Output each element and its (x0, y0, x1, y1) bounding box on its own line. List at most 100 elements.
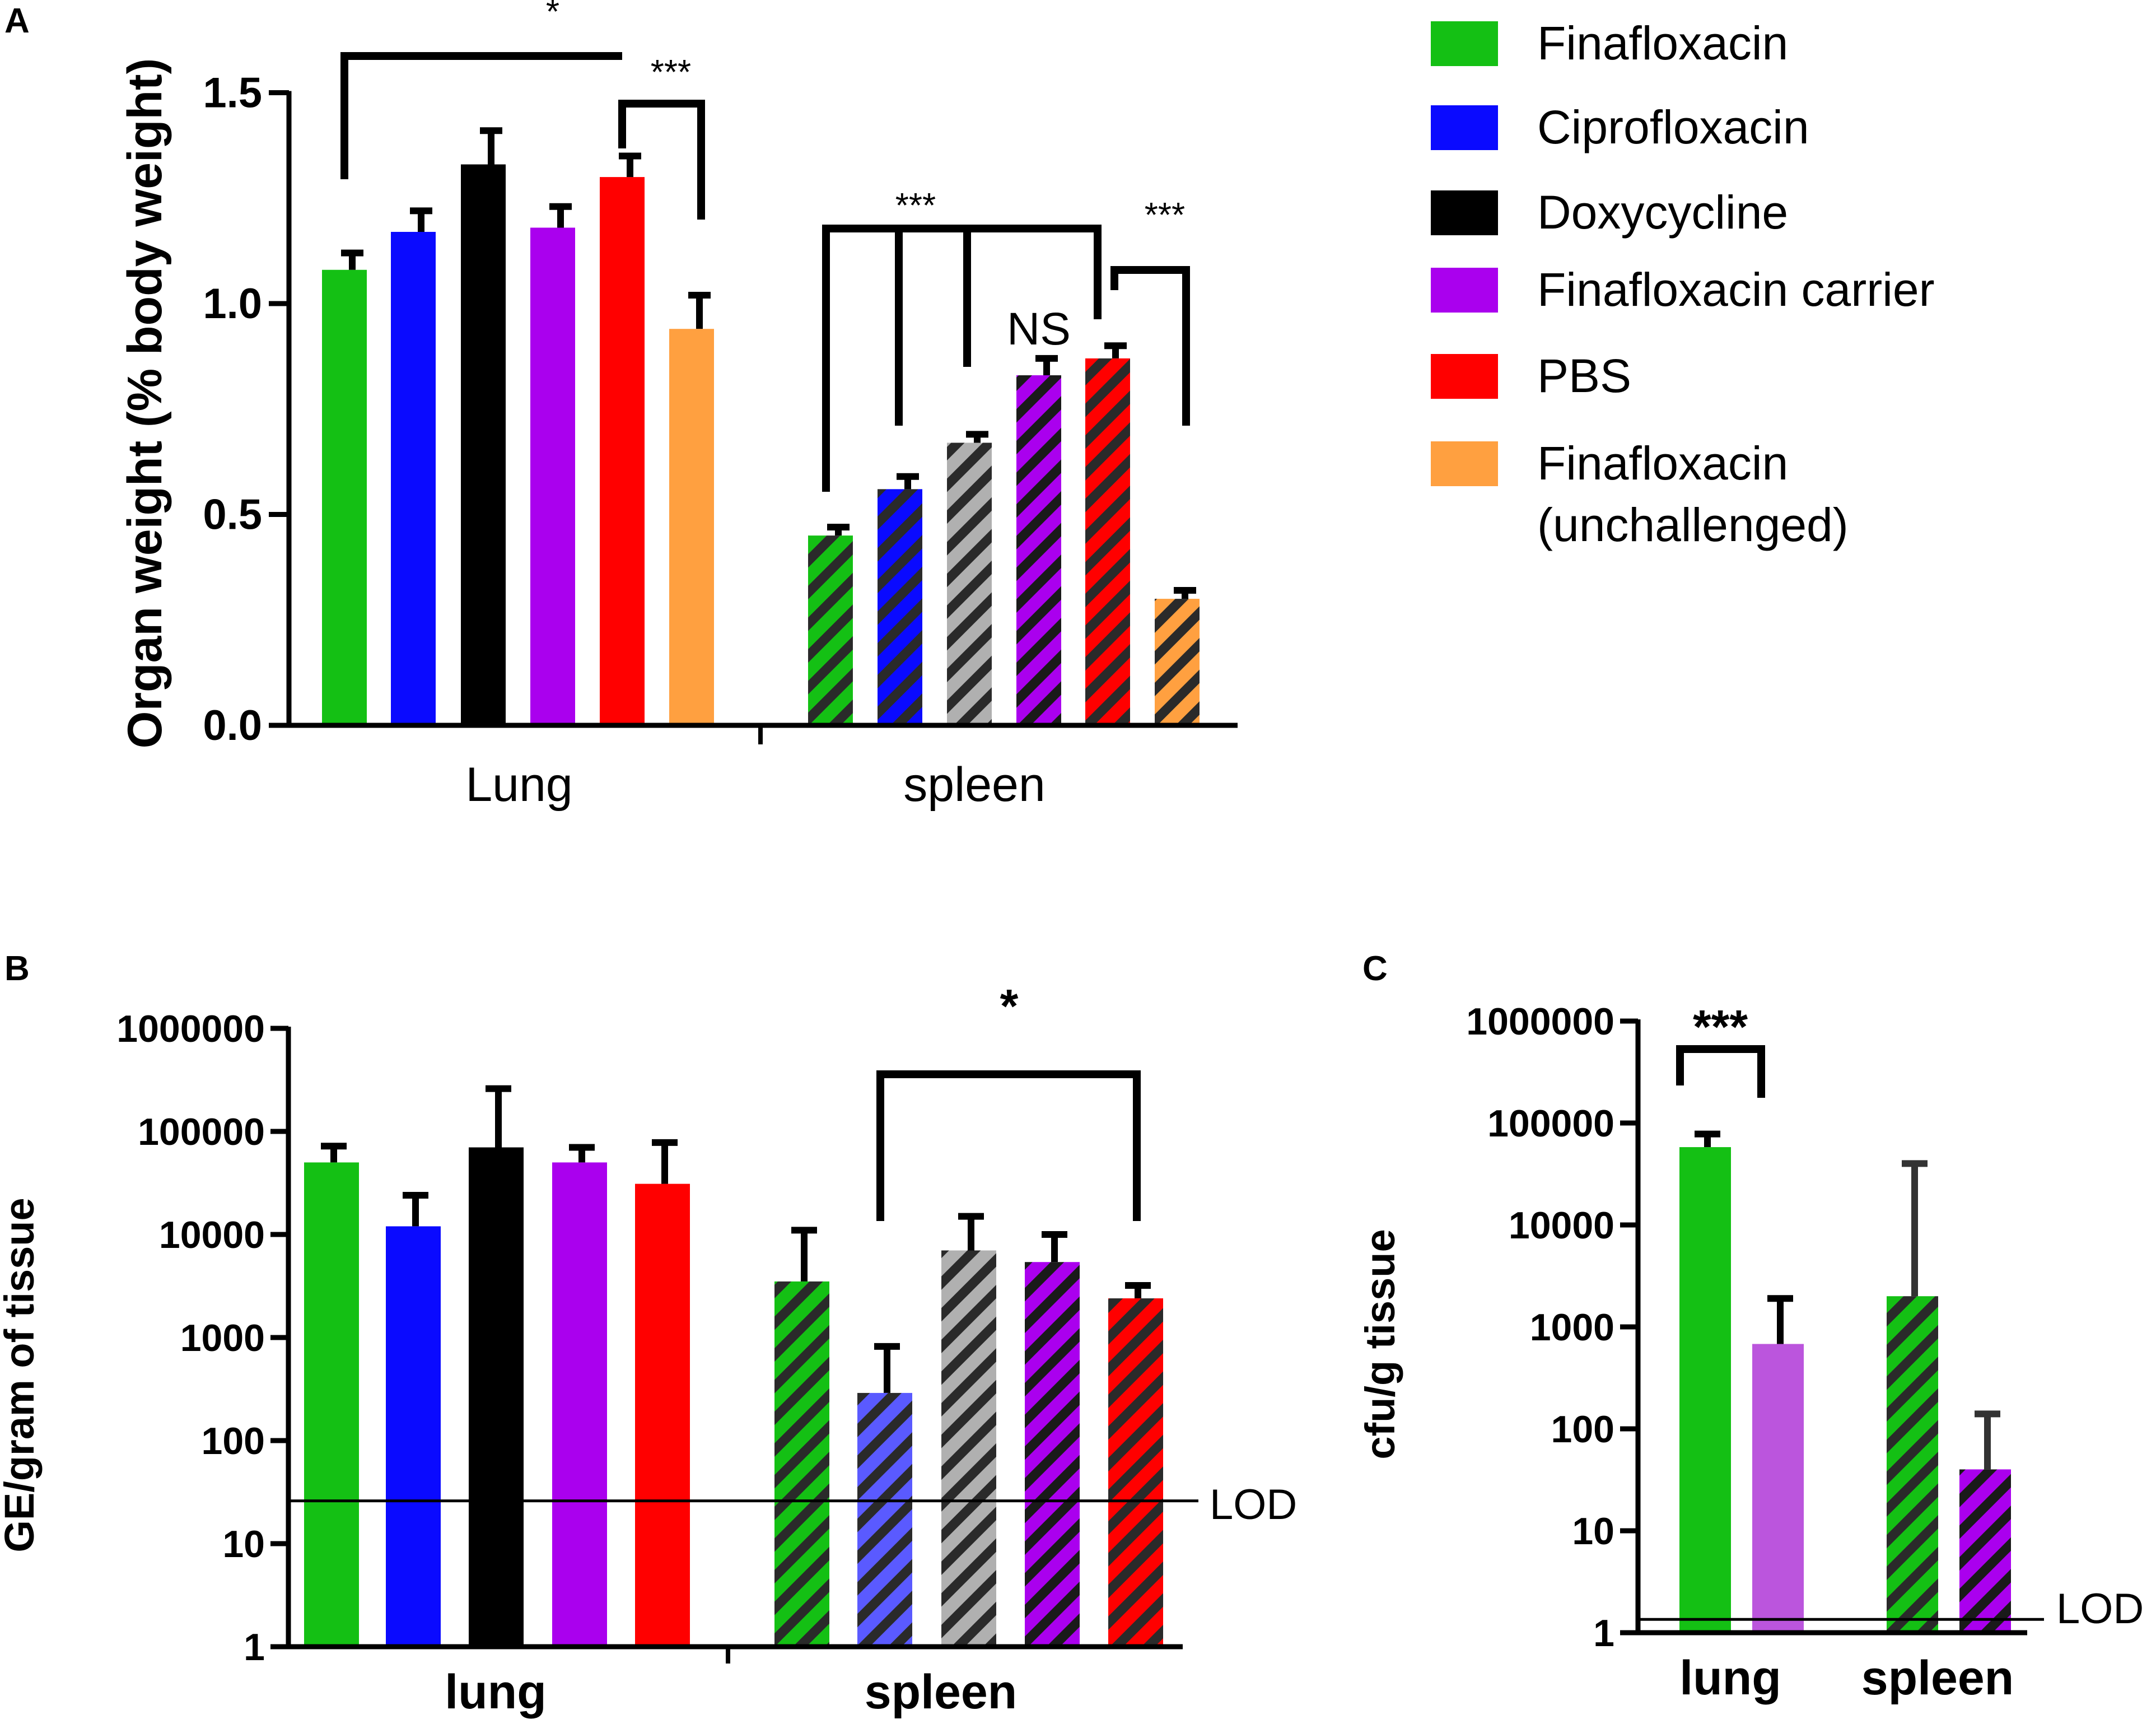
panel-b-bar-spleen-2 (941, 1250, 996, 1647)
panel-letter-c: C (1362, 949, 1388, 988)
panel-b-group-label-lung: lung (445, 1665, 547, 1719)
panel-a-y-axis-label: Organ weight (% body weight) (118, 58, 172, 749)
panel-a-bracket-lung-short (618, 100, 705, 220)
panel-b-y-tick-label: 1000 (180, 1317, 265, 1359)
legend-item-4: PBS (1431, 350, 1631, 402)
panel-a-bracket-lung-wide (340, 52, 622, 179)
panel-c-group-label-spleen: spleen (1861, 1651, 2014, 1705)
panel-b-y-tick-label: 10000 (159, 1214, 265, 1256)
panel-b-bar-lung-4 (635, 1183, 690, 1647)
panel-a-bar-lung-2 (461, 164, 506, 725)
legend-label-5: Finafloxacin (1537, 437, 1788, 490)
panel-b-y-tick-label: 1000000 (116, 1008, 265, 1050)
panel-letter-a: A (4, 2, 30, 40)
legend-swatch-0 (1431, 21, 1498, 66)
panel-a-y-tick-label: 1.5 (203, 69, 262, 117)
chart-panel-c: *** 1 10 100 1000 10000 100000 1000000 cfu/g t… (1357, 1000, 2144, 1705)
panel-b-y-tick-label: 100 (202, 1420, 265, 1462)
panel-c-y-tick-label: 10000 (1509, 1204, 1614, 1247)
panel-a-sig-star: * (546, 0, 559, 31)
chart-panel-b: * 1 10 100 1000 10000 100000 1000000 GE/gram o… (0, 980, 1297, 1719)
panel-a-bar-lung-5 (669, 329, 714, 725)
legend-label-3: Finafloxacin carrier (1537, 263, 1935, 316)
legend-label-4: PBS (1537, 350, 1631, 402)
legend-swatch-4 (1431, 354, 1498, 399)
panel-b-axes: 1 10 100 1000 10000 100000 1000000 (116, 1008, 1183, 1669)
panel-a-bar-spleen-4 (1085, 358, 1130, 725)
panel-b-bar-lung-2 (469, 1147, 524, 1647)
panel-a-axes: 0.0 0.5 1.0 1.5 (203, 69, 1238, 749)
panel-a-bars (322, 127, 1200, 726)
legend-item-1: Ciprofloxacin (1431, 101, 1809, 153)
panel-b-bar-spleen-1 (857, 1392, 912, 1647)
panel-a-bracket-spleen-short (1110, 266, 1190, 426)
panel-c-bar-lung-1 (1752, 1344, 1804, 1633)
panel-c-y-tick-label: 100 (1551, 1408, 1614, 1451)
panel-c-bar-lung-0 (1679, 1147, 1731, 1633)
panel-a-bar-lung-4 (600, 177, 645, 726)
legend: Finafloxacin Ciprofloxacin Doxycycline Fina… (1431, 17, 1935, 551)
panel-letter-b: B (4, 949, 30, 988)
panel-a-bar-lung-1 (391, 231, 436, 725)
legend-item-3: Finafloxacin carrier (1431, 263, 1935, 316)
panel-c-y-axis-label: cfu/g tissue (1357, 1229, 1403, 1459)
legend-swatch-3 (1431, 268, 1498, 313)
panel-c-bar-spleen-0 (1887, 1296, 1938, 1633)
panel-b-y-axis-label: GE/gram of tissue (0, 1198, 43, 1552)
panel-a-y-tick-label: 0.5 (203, 491, 262, 539)
panel-c-lod-label: LOD (2056, 1585, 2144, 1633)
panel-c-significance: *** (1676, 1000, 1765, 1098)
legend-swatch-1 (1431, 105, 1498, 150)
legend-label-5: (unchallenged) (1537, 498, 1849, 551)
panel-b-significance: * (876, 980, 1141, 1221)
panel-a-sig-spleen-wide: *** (895, 187, 936, 225)
panel-a-sig-lung: *** (651, 53, 691, 92)
panel-a-sig-spleen-short: *** (1145, 196, 1185, 235)
panel-a-group-label-spleen: spleen (903, 758, 1045, 812)
panel-b-bar-lung-3 (552, 1162, 607, 1647)
panel-a-bracket-spleen-wide (822, 225, 1102, 492)
legend-swatch-2 (1431, 190, 1498, 235)
legend-swatch-5 (1431, 441, 1498, 486)
panel-c-y-tick-label: 1000000 (1466, 1000, 1614, 1043)
panel-c-bars (1638, 1130, 2044, 1633)
panel-b-y-tick-label: 100000 (138, 1111, 265, 1153)
panel-b-bars (288, 1085, 1198, 1647)
panel-c-y-tick-label: 10 (1572, 1510, 1614, 1553)
legend-item-2: Doxycycline (1431, 186, 1788, 239)
panel-b-y-tick-label: 1 (244, 1626, 265, 1669)
legend-item-5: Finafloxacin (unchallenged) (1431, 437, 1849, 551)
panel-c-axes: 1 10 100 1000 10000 100000 1000000 (1466, 1000, 2027, 1655)
panel-a-bar-spleen-5 (1155, 599, 1200, 725)
panel-c-bracket-lung (1676, 1045, 1765, 1098)
panel-c-y-tick-label: 1000 (1530, 1306, 1614, 1349)
panel-b-y-tick-label: 10 (222, 1523, 265, 1565)
panel-c-y-tick-label: 1 (1593, 1612, 1614, 1655)
legend-item-0: Finafloxacin (1431, 17, 1788, 69)
panel-a-bar-spleen-3 (1016, 375, 1061, 725)
panel-b-group-label-spleen: spleen (865, 1665, 1017, 1719)
panel-a-y-tick-label: 0.0 (203, 702, 262, 749)
panel-a-bar-spleen-0 (808, 535, 853, 725)
panel-b-bar-spleen-4 (1108, 1298, 1163, 1647)
panel-a-significance: ******* ***NS (340, 0, 1190, 492)
legend-label-1: Ciprofloxacin (1537, 101, 1809, 153)
chart-panel-a: ******* ***NS 0.00.51.01.5 Organ weight (… (118, 0, 1238, 812)
panel-b-bracket-spleen (876, 1070, 1141, 1221)
panel-b-sig-star: * (1000, 980, 1019, 1032)
panel-c-sig-star: *** (1693, 1000, 1748, 1053)
legend-label-2: Doxycycline (1537, 186, 1788, 239)
panel-a-bar-lung-3 (530, 227, 575, 726)
panel-a-sig-ns: NS (1007, 304, 1071, 355)
panel-a-group-label-lung: Lung (465, 758, 572, 812)
panel-a-bar-spleen-1 (878, 489, 922, 725)
panel-a-y-tick-label: 1.0 (203, 280, 262, 328)
panel-c-bar-spleen-1 (1959, 1469, 2011, 1633)
panel-b-bar-spleen-3 (1025, 1262, 1080, 1647)
panel-a-bar-lung-0 (322, 269, 367, 725)
panel-c-y-tick-label: 100000 (1487, 1102, 1614, 1145)
panel-b-bar-lung-1 (386, 1226, 441, 1647)
panel-b-bar-lung-0 (304, 1162, 359, 1647)
panel-c-group-label-lung: lung (1679, 1651, 1781, 1705)
